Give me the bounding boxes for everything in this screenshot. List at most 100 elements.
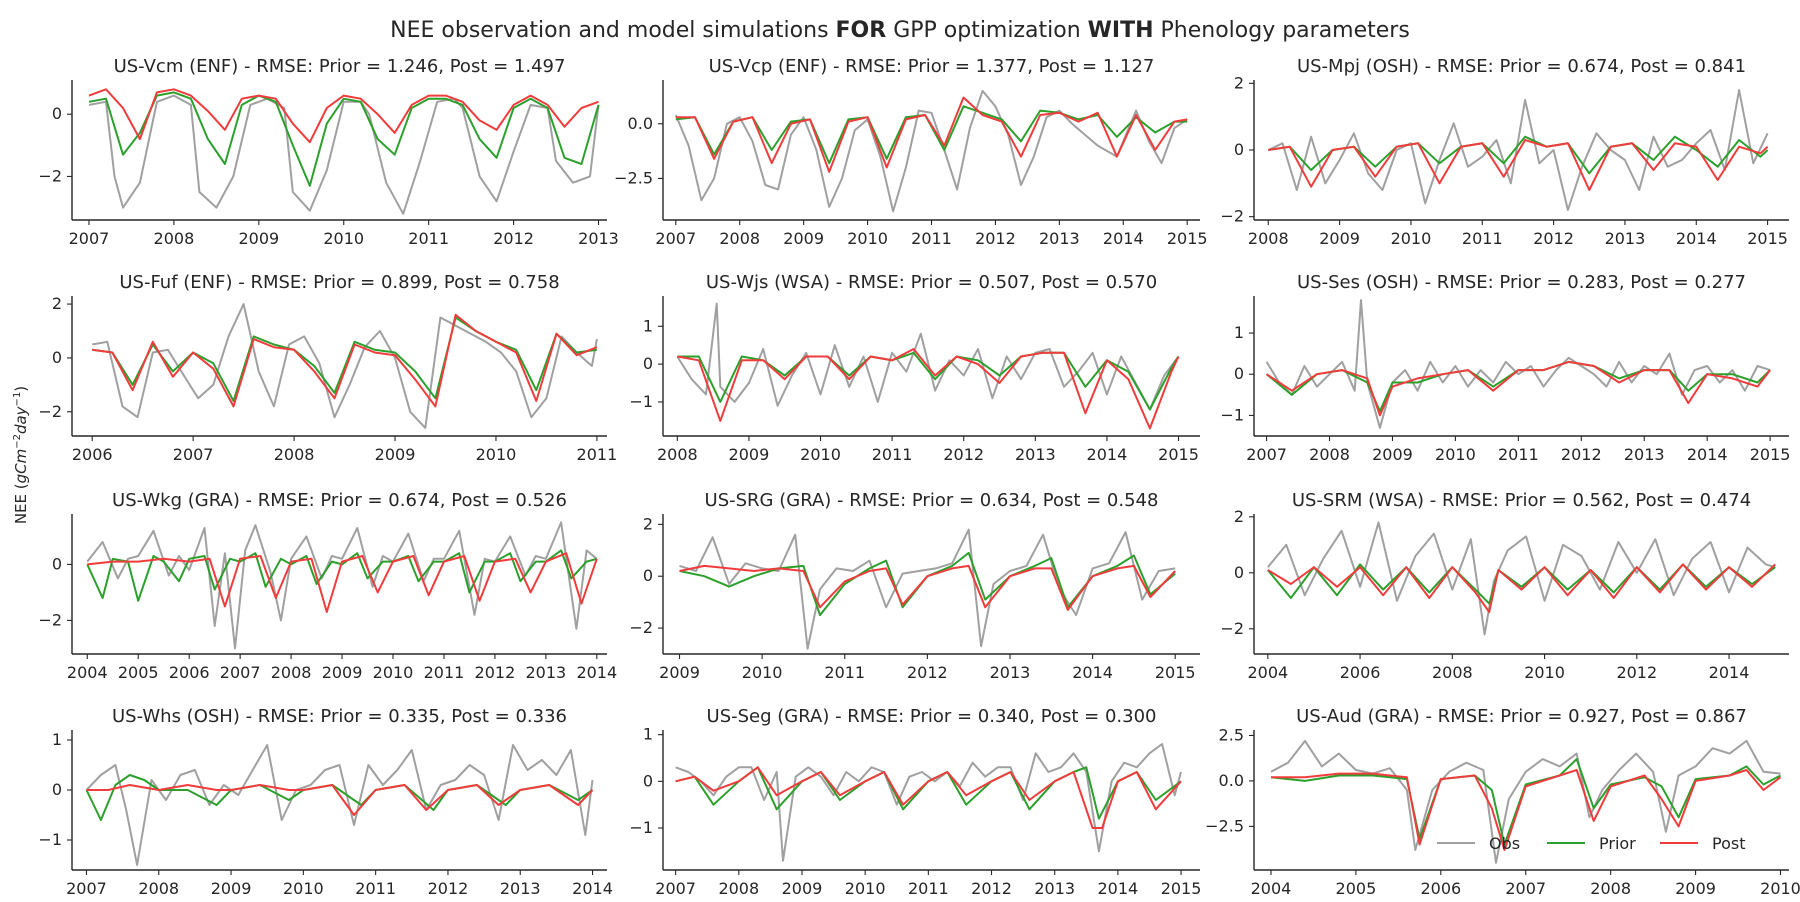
x-tick-label: 2010 bbox=[847, 229, 888, 248]
series-line-obs bbox=[1267, 521, 1776, 636]
y-tick-label: 0 bbox=[52, 780, 62, 799]
series-line-obs bbox=[679, 528, 1176, 650]
series-line-obs bbox=[85, 744, 594, 866]
y-tick-label: 2 bbox=[643, 514, 653, 533]
y-tick-label: 1 bbox=[1234, 323, 1244, 342]
x-tick-label: 2010 bbox=[373, 663, 414, 682]
x-tick-label: 2007 bbox=[1246, 445, 1287, 464]
y-tick-label: 0 bbox=[1234, 364, 1244, 383]
y-axis-label: NEE (gCm−2day−1) bbox=[12, 386, 30, 524]
x-tick-label: 2012 bbox=[475, 663, 516, 682]
x-tick-label: 2012 bbox=[971, 879, 1012, 898]
x-tick-label: 2013 bbox=[525, 663, 566, 682]
y-tick-label: −1 bbox=[38, 830, 62, 849]
x-tick-label: 2015 bbox=[1167, 229, 1208, 248]
x-tick-label: 2010 bbox=[1760, 879, 1800, 898]
x-tick-label: 2009 bbox=[1319, 229, 1360, 248]
y-tick-label: −1 bbox=[629, 392, 653, 411]
y-tick-label: 0 bbox=[1234, 140, 1244, 159]
x-tick-label: 2013 bbox=[578, 229, 619, 248]
x-tick-label: 2009 bbox=[1372, 445, 1413, 464]
panel-title: US-Whs (OSH) - RMSE: Prior = 0.335, Post… bbox=[112, 706, 567, 727]
series-line-obs bbox=[86, 521, 598, 650]
panel-title: US-Ses (OSH) - RMSE: Prior = 0.283, Post… bbox=[1297, 272, 1746, 293]
x-tick-label: 2012 bbox=[943, 445, 984, 464]
series-line-prior bbox=[679, 551, 1176, 617]
series-line-post bbox=[87, 552, 598, 613]
series-line-post bbox=[675, 766, 1182, 829]
x-tick-label: 2007 bbox=[1505, 879, 1546, 898]
series-line-post bbox=[92, 313, 598, 408]
y-tick-label: 2 bbox=[1234, 507, 1244, 526]
x-tick-label: 2011 bbox=[424, 663, 465, 682]
x-tick-label: 2008 bbox=[271, 663, 312, 682]
x-tick-label: 2008 bbox=[657, 445, 698, 464]
x-tick-label: 2010 bbox=[845, 879, 886, 898]
x-tick-label: 2007 bbox=[173, 445, 214, 464]
x-tick-label: 2013 bbox=[1039, 229, 1080, 248]
series-line-obs bbox=[1270, 739, 1781, 864]
y-tick-label: −1 bbox=[1220, 405, 1244, 424]
x-tick-label: 2013 bbox=[1624, 445, 1665, 464]
legend-label: Post bbox=[1712, 834, 1745, 853]
x-tick-label: 2010 bbox=[742, 663, 783, 682]
panel-5: US-Ses (OSH) - RMSE: Prior = 0.283, Post… bbox=[1220, 272, 1790, 464]
x-tick-label: 2012 bbox=[1616, 663, 1657, 682]
panels: US-Vcm (ENF) - RMSE: Prior = 1.246, Post… bbox=[38, 56, 1800, 898]
x-tick-label: 2011 bbox=[355, 879, 396, 898]
y-tick-label: −2 bbox=[1220, 619, 1244, 638]
x-tick-label: 2006 bbox=[169, 663, 210, 682]
x-tick-label: 2008 bbox=[1432, 663, 1473, 682]
y-tick-label: 0.0 bbox=[628, 114, 653, 133]
x-tick-label: 2014 bbox=[1687, 445, 1728, 464]
x-tick-label: 2008 bbox=[1590, 879, 1631, 898]
x-tick-label: 2006 bbox=[72, 445, 113, 464]
x-tick-label: 2014 bbox=[1087, 445, 1128, 464]
x-tick-label: 2010 bbox=[323, 229, 364, 248]
x-tick-label: 2004 bbox=[67, 663, 108, 682]
panel-title: US-Seg (GRA) - RMSE: Prior = 0.340, Post… bbox=[707, 706, 1157, 727]
x-tick-label: 2011 bbox=[1498, 445, 1539, 464]
x-tick-label: 2013 bbox=[1605, 229, 1646, 248]
panel-11: US-Aud (GRA) - RMSE: Prior = 0.927, Post… bbox=[1205, 706, 1800, 898]
x-tick-label: 2010 bbox=[1435, 445, 1476, 464]
x-tick-label: 2009 bbox=[322, 663, 363, 682]
x-tick-label: 2015 bbox=[1747, 229, 1788, 248]
series-line-post bbox=[1268, 139, 1769, 191]
x-tick-label: 2007 bbox=[69, 229, 110, 248]
x-tick-label: 2006 bbox=[1340, 663, 1381, 682]
series-line-prior bbox=[92, 316, 598, 402]
panel-10: US-Seg (GRA) - RMSE: Prior = 0.340, Post… bbox=[629, 706, 1201, 898]
x-tick-label: 2007 bbox=[655, 879, 696, 898]
panel-title: US-SRM (WSA) - RMSE: Prior = 0.562, Post… bbox=[1292, 490, 1751, 511]
y-tick-label: 0 bbox=[1234, 563, 1244, 582]
x-tick-label: 2009 bbox=[729, 445, 770, 464]
x-tick-label: 2011 bbox=[1462, 229, 1503, 248]
panel-title: US-Mpj (OSH) - RMSE: Prior = 0.674, Post… bbox=[1297, 56, 1746, 77]
x-tick-label: 2008 bbox=[274, 445, 315, 464]
x-tick-label: 2015 bbox=[1161, 879, 1202, 898]
x-tick-label: 2008 bbox=[719, 229, 760, 248]
x-tick-label: 2010 bbox=[283, 879, 324, 898]
x-tick-label: 2006 bbox=[1420, 879, 1461, 898]
y-tick-label: −2 bbox=[38, 610, 62, 629]
x-tick-label: 2011 bbox=[911, 229, 952, 248]
legend: Obs Prior Post bbox=[1437, 834, 1745, 853]
y-tick-label: 1 bbox=[643, 316, 653, 335]
y-tick-label: 2.5 bbox=[1219, 725, 1244, 744]
x-tick-label: 2010 bbox=[476, 445, 517, 464]
x-tick-label: 2008 bbox=[718, 879, 759, 898]
x-tick-label: 2013 bbox=[990, 663, 1031, 682]
x-tick-label: 2008 bbox=[1248, 229, 1289, 248]
x-tick-label: 2011 bbox=[577, 445, 618, 464]
panel-title: US-Aud (GRA) - RMSE: Prior = 0.927, Post… bbox=[1296, 706, 1747, 727]
series-line-post bbox=[1267, 563, 1776, 613]
x-tick-label: 2012 bbox=[1533, 229, 1574, 248]
y-tick-label: 0 bbox=[643, 354, 653, 373]
panel-7: US-SRG (GRA) - RMSE: Prior = 0.634, Post… bbox=[629, 490, 1200, 682]
x-tick-label: 2009 bbox=[782, 879, 823, 898]
series-line-post bbox=[677, 348, 1180, 430]
panel-8: US-SRM (WSA) - RMSE: Prior = 0.562, Post… bbox=[1220, 490, 1789, 682]
y-tick-label: 0.0 bbox=[1219, 771, 1244, 790]
